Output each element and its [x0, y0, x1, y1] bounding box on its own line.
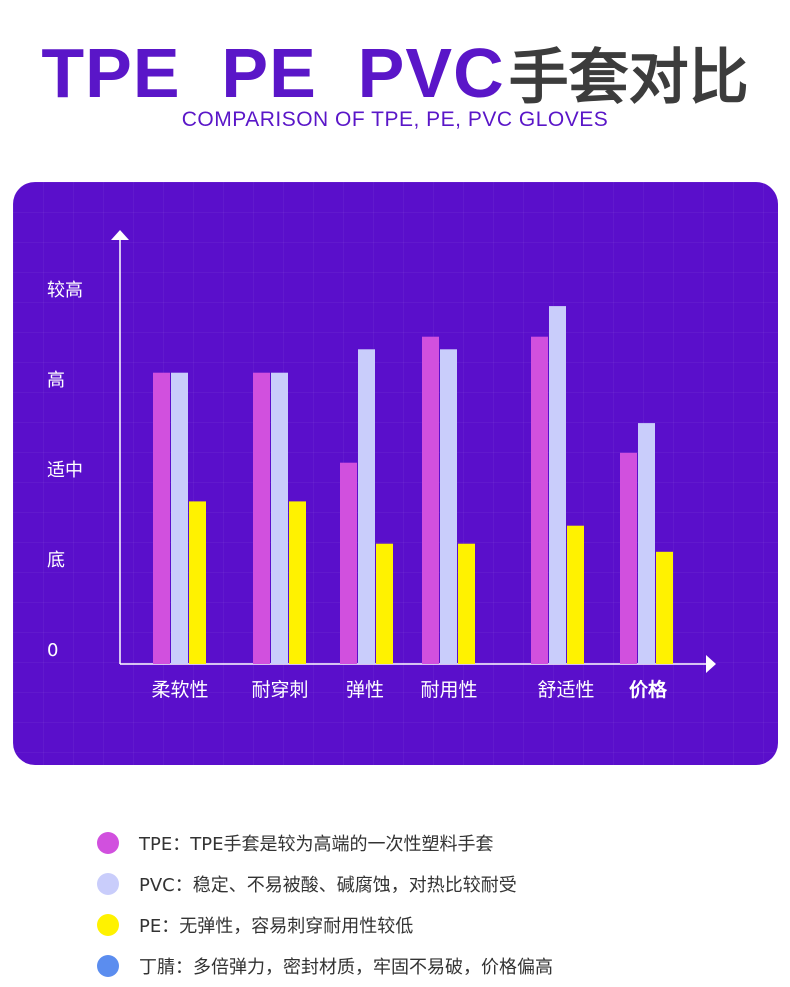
- legend-dot-nitrile: [97, 954, 119, 977]
- legend-dot-tpe: [97, 831, 119, 854]
- legend-item-nitrile: 丁腈：多倍弹力，密封材质，牢固不易破，价格偏高: [97, 945, 697, 986]
- x-axis-arrow: [706, 655, 716, 673]
- bar-pvc: [440, 349, 457, 664]
- y-tick-label: 底: [47, 550, 65, 571]
- legend-text-nitrile: 丁腈：多倍弹力，密封材质，牢固不易破，价格偏高: [139, 956, 553, 978]
- legend-item-pvc: PVC：稳定、不易被酸、碱腐蚀，对热比较耐受: [97, 863, 697, 904]
- bar-pvc: [549, 306, 566, 664]
- bar-tpe: [531, 336, 548, 664]
- bar-pe: [656, 551, 673, 664]
- page-subtitle: COMPARISON OF TPE, PE, PVC GLOVES: [181, 108, 609, 131]
- bar-tpe: [340, 462, 357, 664]
- x-tick-label: 耐用性: [420, 679, 477, 701]
- bar-pvc: [171, 372, 188, 664]
- bar-pvc: [271, 372, 288, 664]
- legend: TPE：TPE手套是较为高端的一次性塑料手套 PVC：稳定、不易被酸、碱腐蚀，对…: [97, 822, 697, 986]
- x-tick-label: 舒适性: [537, 679, 594, 701]
- x-tick-label: 弹性: [346, 679, 384, 701]
- x-tick-label: 柔软性: [151, 679, 208, 701]
- bar-pe: [567, 525, 584, 664]
- legend-item-tpe: TPE：TPE手套是较为高端的一次性塑料手套: [97, 822, 697, 863]
- chart-panel: 0 底 适中 高 较高柔软性 耐穿刺 弹性 耐用性 舒适性 价格: [13, 182, 778, 765]
- y-tick-label: 0: [47, 640, 58, 661]
- legend-item-pe: PE：无弹性，容易刺穿耐用性较低: [97, 904, 697, 945]
- bar-pvc: [358, 349, 375, 664]
- bar-tpe: [620, 452, 637, 664]
- bar-pvc: [638, 423, 655, 664]
- title-chinese: 手套对比: [508, 43, 749, 113]
- bar-tpe: [153, 372, 170, 664]
- y-tick-label: 高: [47, 370, 65, 391]
- legend-text-tpe: TPE：TPE手套是较为高端的一次性塑料手套: [139, 833, 494, 855]
- title-english: TPE PE PVC: [41, 34, 505, 112]
- y-axis-arrow: [111, 230, 129, 240]
- y-tick-label: 较高: [47, 280, 83, 301]
- x-tick-label: 耐穿刺: [251, 679, 308, 701]
- bar-pe: [376, 543, 393, 664]
- bar-pe: [289, 501, 306, 664]
- legend-text-pvc: PVC：稳定、不易被酸、碱腐蚀，对热比较耐受: [139, 874, 517, 896]
- page-title: TPE PE PVC 手套对比: [0, 18, 790, 108]
- bar-tpe: [253, 372, 270, 664]
- bar-tpe: [422, 336, 439, 664]
- y-tick-label: 适中: [47, 460, 83, 481]
- legend-dot-pvc: [97, 872, 119, 895]
- legend-text-pe: PE：无弹性，容易刺穿耐用性较低: [139, 915, 414, 937]
- bar-pe: [458, 543, 475, 664]
- x-tick-label: 价格: [629, 678, 668, 701]
- bar-pe: [189, 501, 206, 664]
- legend-dot-pe: [97, 913, 119, 936]
